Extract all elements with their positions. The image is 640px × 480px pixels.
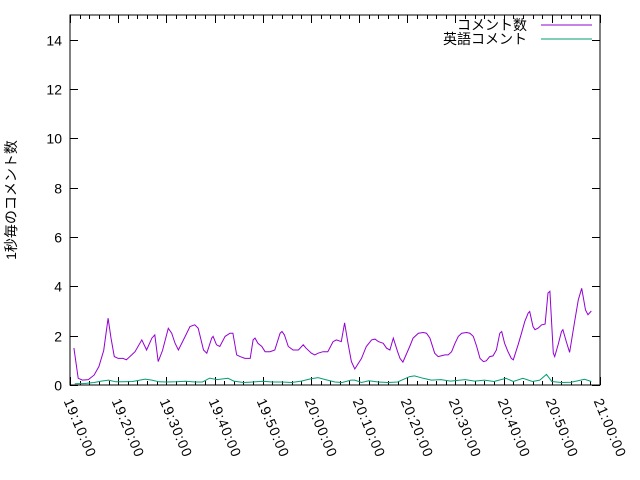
y-tick-label: 2 xyxy=(54,329,62,345)
x-tick-label: 20:20:00 xyxy=(398,396,437,460)
plot-area: 0 2 4 6 8 10 12 14 19:10:00 19:20:00 19:30:00 19:40… xyxy=(46,14,630,460)
x-tick-label: 19:30:00 xyxy=(157,396,196,460)
y-tick-label: 10 xyxy=(46,131,62,147)
x-tick-label: 19:20:00 xyxy=(109,396,148,460)
y-tick-label: 8 xyxy=(54,181,62,197)
legend-label-comments: コメント数 xyxy=(457,17,527,33)
x-tick-label: 19:40:00 xyxy=(206,396,245,460)
x-tick-label: 20:30:00 xyxy=(446,396,485,460)
legend-label-english-comments: 英語コメント xyxy=(443,31,527,47)
y-axis-title: 1秒毎のコメント数 xyxy=(3,140,19,260)
y-tick-label: 4 xyxy=(54,279,62,295)
y-tick-label: 6 xyxy=(54,230,62,246)
series-line-1 xyxy=(74,373,592,385)
legend: コメント数 英語コメント xyxy=(443,17,592,47)
y-tick-label: 0 xyxy=(54,378,62,394)
x-tick-label: 19:10:00 xyxy=(61,396,100,460)
x-tick-label: 20:50:00 xyxy=(543,396,582,460)
plot-border xyxy=(69,14,601,386)
y-tick-label: 12 xyxy=(46,82,62,98)
x-tick-label: 21:00:00 xyxy=(591,396,630,460)
x-tick-label: 20:10:00 xyxy=(350,396,389,460)
series-line-0 xyxy=(73,288,592,381)
x-tick-label: 19:50:00 xyxy=(254,396,293,460)
y-tick-label: 14 xyxy=(46,33,62,49)
x-tick-label: 20:40:00 xyxy=(495,396,534,460)
x-tick-label: 20:00:00 xyxy=(302,396,341,460)
